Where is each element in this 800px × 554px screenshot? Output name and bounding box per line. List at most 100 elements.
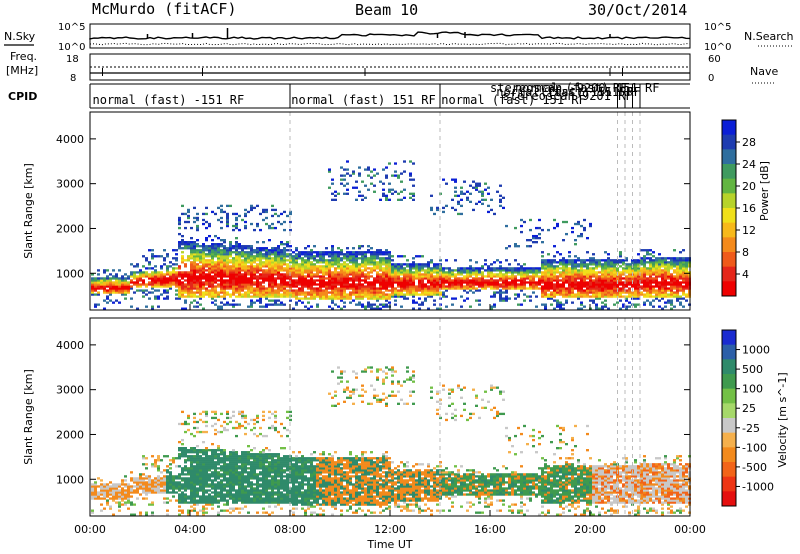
heatmap-cell [160, 477, 163, 480]
heatmap-cell [145, 487, 148, 490]
heatmap-cell [616, 301, 619, 304]
heatmap-cell [127, 283, 130, 286]
heatmap-cell [370, 182, 373, 185]
heatmap-cell [322, 261, 325, 264]
heatmap-cell [466, 297, 469, 300]
heatmap-cell [220, 216, 223, 220]
heatmap-cell [256, 255, 259, 258]
heatmap-cell [199, 245, 202, 248]
heatmap-cell [322, 291, 325, 294]
heatmap-cell [256, 253, 259, 256]
heatmap-cell [154, 281, 157, 284]
heatmap-cell [235, 224, 238, 228]
heatmap-cell [175, 273, 178, 276]
heatmap-cell [322, 273, 325, 276]
heatmap-cell [223, 249, 226, 252]
heatmap-cell [658, 291, 661, 294]
heatmap-cell [217, 291, 220, 294]
heatmap-cell [226, 271, 229, 274]
heatmap-cell [112, 483, 115, 486]
heatmap-cell [376, 273, 379, 276]
heatmap-cell [460, 305, 463, 308]
heatmap-cell [268, 303, 271, 306]
heatmap-cell [226, 257, 229, 260]
heatmap-cell [625, 289, 628, 292]
heatmap-cell [544, 269, 547, 272]
heatmap-cell [556, 299, 559, 302]
heatmap-cell [421, 301, 424, 304]
heatmap-cell [673, 265, 676, 268]
heatmap-cell [304, 263, 307, 266]
heatmap-cell [319, 259, 322, 262]
heatmap-cell [349, 267, 352, 270]
heatmap-cell [181, 473, 184, 476]
heatmap-cell [178, 481, 181, 484]
heatmap-cell [91, 483, 94, 486]
heatmap-cell [640, 279, 643, 282]
heatmap-cell [256, 241, 259, 244]
heatmap-cell [433, 283, 436, 286]
heatmap-cell [661, 287, 664, 290]
heatmap-cell [376, 253, 379, 256]
heatmap-cell [481, 273, 484, 276]
heatmap-cell [181, 451, 184, 454]
heatmap-cell [403, 285, 406, 288]
heatmap-cell [103, 307, 106, 310]
heatmap-cell [319, 251, 322, 254]
heatmap-cell [214, 432, 217, 436]
heatmap-cell [562, 273, 565, 276]
heatmap-cell [397, 263, 400, 266]
heatmap-cell [190, 479, 193, 482]
heatmap-cell [547, 273, 550, 276]
heatmap-cell [403, 279, 406, 282]
heatmap-cell [373, 289, 376, 292]
heatmap-cell [427, 291, 430, 294]
heatmap-cell [217, 265, 220, 268]
heatmap-cell [301, 269, 304, 272]
heatmap-cell [370, 297, 373, 300]
heatmap-cell [529, 245, 532, 248]
heatmap-cell [220, 499, 223, 502]
heatmap-cell [484, 281, 487, 284]
heatmap-cell [142, 477, 145, 480]
heatmap-cell [298, 267, 301, 270]
heatmap-cell [310, 261, 313, 264]
heatmap-cell [277, 257, 280, 260]
heatmap-cell [454, 277, 457, 280]
heatmap-cell [313, 293, 316, 296]
heatmap-cell [388, 297, 391, 300]
heatmap-cell [352, 255, 355, 258]
heatmap-cell [340, 263, 343, 266]
heatmap-cell [433, 299, 436, 302]
heatmap-cell [556, 279, 559, 282]
heatmap-cell [409, 275, 412, 278]
heatmap-cell [256, 285, 259, 288]
heatmap-cell [172, 263, 175, 266]
heatmap-cell [415, 293, 418, 296]
heatmap-cell [451, 287, 454, 290]
heatmap-cell [238, 277, 241, 280]
heatmap-cell [481, 281, 484, 284]
heatmap-cell [340, 249, 343, 252]
heatmap-cell [175, 285, 178, 288]
heatmap-cell [466, 273, 469, 276]
heatmap-cell [463, 269, 466, 272]
heatmap-cell [271, 281, 274, 284]
heatmap-cell [487, 275, 490, 278]
heatmap-cell [181, 259, 184, 262]
heatmap-cell [574, 283, 577, 286]
heatmap-cell [544, 303, 547, 306]
heatmap-cell [235, 271, 238, 274]
heatmap-cell [214, 275, 217, 278]
heatmap-cell [427, 277, 430, 280]
heatmap-cell [394, 271, 397, 274]
heatmap-cell [310, 305, 313, 308]
heatmap-cell [262, 241, 265, 244]
heatmap-cell [409, 279, 412, 282]
heatmap-cell [532, 269, 535, 272]
heatmap-cell [607, 267, 610, 270]
heatmap-cell [352, 247, 355, 250]
heatmap-cell [490, 269, 493, 272]
heatmap-cell [550, 295, 553, 298]
heatmap-cell [181, 453, 184, 456]
